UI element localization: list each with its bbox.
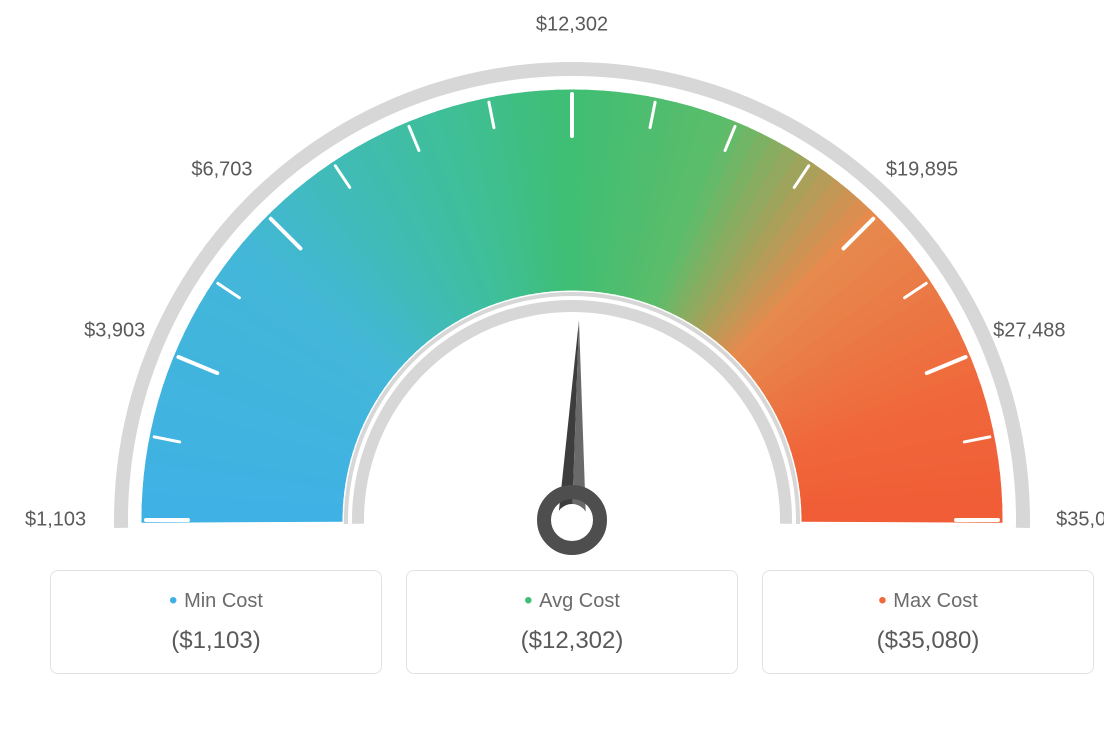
gauge-tick-label: $35,080 (1056, 509, 1104, 532)
legend-card-avg: Avg Cost ($12,302) (406, 570, 738, 674)
gauge-tick-label: $1,103 (25, 509, 86, 532)
legend-value-max: ($35,080) (775, 627, 1081, 655)
legend-card-min: Min Cost ($1,103) (50, 570, 382, 674)
legend-row: Min Cost ($1,103) Avg Cost ($12,302) Max… (20, 570, 1104, 674)
legend-value-min: ($1,103) (63, 627, 369, 655)
legend-card-max: Max Cost ($35,080) (762, 570, 1094, 674)
gauge-tick-label: $19,895 (886, 158, 958, 181)
legend-value-avg: ($12,302) (419, 627, 725, 655)
legend-title-avg: Avg Cost (419, 587, 725, 615)
legend-title-min: Min Cost (63, 587, 369, 615)
gauge-tick-label: $6,703 (191, 158, 252, 181)
legend-title-max: Max Cost (775, 587, 1081, 615)
gauge-area: $1,103$3,903$6,703$12,302$19,895$27,488$… (20, 20, 1104, 560)
cost-gauge-chart: $1,103$3,903$6,703$12,302$19,895$27,488$… (20, 20, 1104, 710)
gauge-tick-label: $3,903 (84, 319, 145, 342)
gauge-tick-label: $27,488 (993, 319, 1065, 342)
gauge-svg (20, 20, 1104, 580)
gauge-tick-label: $12,302 (536, 14, 608, 37)
